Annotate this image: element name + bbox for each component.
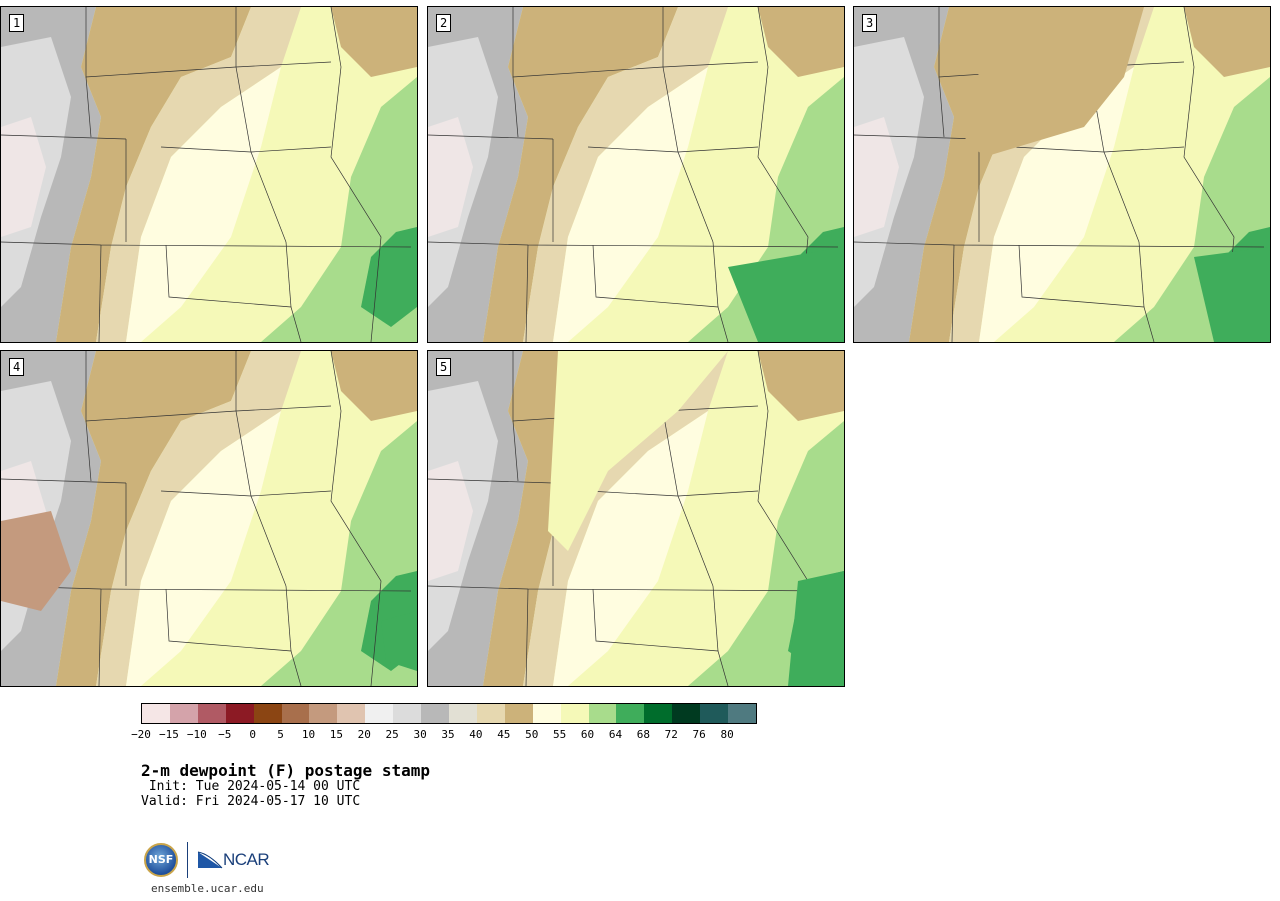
colorbar-tick: −15 [158, 728, 179, 741]
colorbar-tick: 10 [301, 728, 316, 741]
dewpoint-map-5 [428, 351, 844, 686]
dewpoint-map-3 [854, 7, 1270, 342]
colorbar-tick: 72 [664, 728, 678, 741]
colorbar-tick: 50 [525, 728, 539, 741]
colorbar-tick: 76 [692, 728, 706, 741]
colorbar-tick: 35 [441, 728, 455, 741]
colorbar-swatch [337, 704, 366, 723]
ncar-mark-icon [197, 851, 223, 869]
postage-stamp-panel-5: 5 [427, 350, 845, 687]
logo-divider [187, 842, 188, 878]
figure-title: 2-m dewpoint (F) postage stamp [141, 761, 430, 780]
colorbar-swatch [588, 704, 617, 723]
panel-number-label: 1 [9, 14, 25, 32]
logos: NSF NCAR [144, 842, 274, 880]
colorbar-swatch [197, 704, 226, 723]
colorbar-tick: 25 [385, 728, 399, 741]
colorbar-tick: −20 [131, 728, 151, 741]
init-time: Init: Tue 2024-05-14 00 UTC [141, 779, 361, 794]
colorbar-tick: 64 [608, 728, 623, 741]
panel-number-label: 2 [436, 14, 452, 32]
colorbar-swatch [225, 704, 254, 723]
colorbar-tick: 30 [413, 728, 427, 741]
ncar-logo-text: NCAR [223, 850, 270, 869]
colorbar-swatch [728, 704, 756, 723]
colorbar-tick: 68 [636, 728, 650, 741]
colorbar-tick-labels: −20 −15 −10 −5 0 5 10 15 20 25 30 35 40 45 50 55 60 64 68 7… [131, 728, 761, 742]
postage-stamp-panel-4: 4 [0, 350, 418, 687]
colorbar-tick: 0 [249, 728, 256, 741]
colorbar-tick: 40 [469, 728, 483, 741]
site-url: ensemble.ucar.edu [151, 882, 264, 895]
colorbar-swatch [421, 704, 449, 723]
colorbar-swatch [532, 704, 561, 723]
colorbar-swatch [672, 704, 701, 723]
colorbar-swatch [700, 704, 729, 723]
panel-number-label: 3 [862, 14, 878, 32]
colorbar-tick: 80 [720, 728, 734, 741]
postage-stamp-panel-3: 3 [853, 6, 1271, 343]
colorbar-swatch [616, 704, 645, 723]
colorbar-tick: 60 [580, 728, 595, 741]
colorbar-tick: −10 [186, 728, 207, 741]
colorbar-swatch [281, 704, 310, 723]
dewpoint-map-2 [428, 7, 844, 342]
dewpoint-map-4 [1, 351, 417, 686]
colorbar-swatch [644, 704, 673, 723]
colorbar-tick: 55 [553, 728, 567, 741]
colorbar-swatch [393, 704, 422, 723]
dewpoint-map-1 [1, 7, 417, 342]
colorbar-tick: 5 [277, 728, 284, 741]
colorbar-tick: −5 [218, 728, 232, 741]
colorbar-tick: 15 [329, 728, 343, 741]
colorbar [141, 703, 757, 724]
colorbar-swatch [448, 704, 477, 723]
colorbar-swatch [253, 704, 282, 723]
panel-number-label: 4 [9, 358, 25, 376]
postage-stamp-panel-1: 1 [0, 6, 418, 343]
colorbar-tick: 20 [357, 728, 371, 741]
colorbar-tick: 45 [497, 728, 511, 741]
colorbar-swatch [504, 704, 533, 723]
valid-time: Valid: Fri 2024-05-17 10 UTC [141, 794, 361, 809]
colorbar-swatch [476, 704, 505, 723]
postage-stamp-panel-2: 2 [427, 6, 845, 343]
panel-number-label: 5 [436, 358, 452, 376]
colorbar-swatch [142, 704, 170, 723]
colorbar-swatch [309, 704, 338, 723]
nsf-logo: NSF [144, 843, 178, 877]
colorbar-swatch [365, 704, 394, 723]
colorbar-swatch [560, 704, 589, 723]
colorbar-swatch [169, 704, 198, 723]
